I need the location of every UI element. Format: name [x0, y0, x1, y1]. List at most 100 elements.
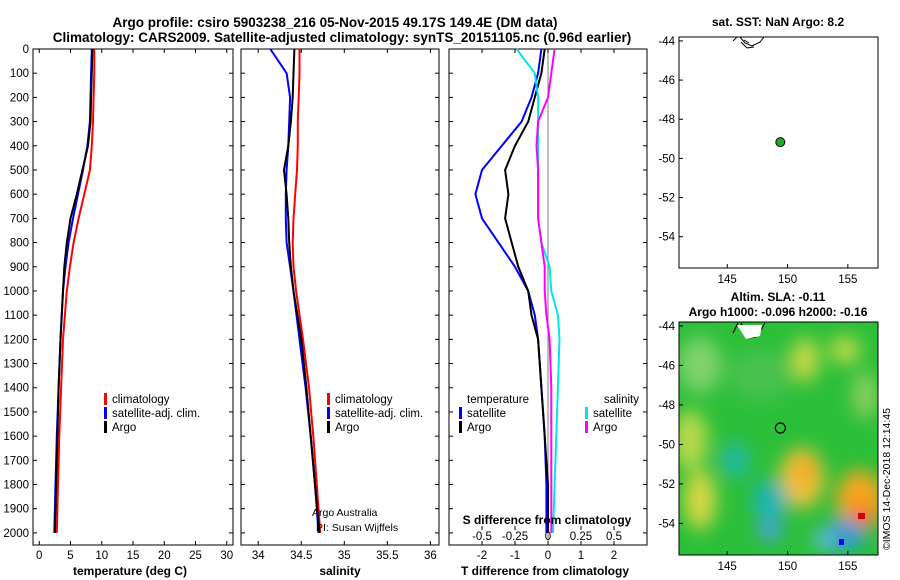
salinity-legend: climatology satellite-adj. clim. Argo	[327, 393, 423, 434]
temperature-panel: 0 5 10 15 20 25 300100200300400500600700800900…	[3, 44, 234, 578]
x-tick-label: 145	[718, 274, 737, 286]
s-tick-label: 0.5	[606, 531, 622, 543]
temperature-series	[53, 48, 96, 533]
y-tick-label: 500	[10, 165, 29, 177]
x-tick-label: 30	[220, 550, 233, 562]
y-tick-label: -54	[658, 518, 675, 530]
y-tick-label: -48	[658, 400, 675, 412]
y-tick-label: -52	[658, 479, 675, 491]
x-tick-label: 15	[127, 550, 140, 562]
legend-argo: Argo	[112, 422, 136, 434]
x-tick-label: 35	[338, 550, 351, 562]
series-line-climatology	[291, 49, 322, 533]
salinity-plot-frame	[240, 48, 440, 546]
difference-legend: temperature satellite Argo salinity sate…	[459, 394, 639, 434]
credit-argo-australia: Argo Australia	[312, 507, 378, 519]
x-tick-label: 34	[252, 550, 265, 562]
y-tick-label: -50	[658, 153, 675, 165]
y-tick-label: -48	[658, 114, 675, 126]
x-tick-label: 20	[158, 550, 171, 562]
y-tick-label: -46	[658, 360, 675, 372]
temperature-xlabel: temperature (deg C)	[73, 564, 187, 578]
s-difference-ticks: -0.5 -0.25 0 0.25 0.5	[472, 526, 622, 543]
sst-map-frame	[678, 36, 879, 269]
salinity-ticks: 34 34.5 35 35.5 36	[241, 48, 439, 562]
y-tick-label: 100	[10, 68, 29, 80]
sst-map-ticks: 145 150 155 -44 -46 -48 -50 -52 -54	[658, 36, 857, 286]
sla-map-frame	[678, 321, 879, 556]
y-tick-label: 1100	[4, 310, 29, 322]
legend-temp-argo: Argo	[467, 422, 491, 434]
legend-satellite-adj: satellite-adj. clim.	[112, 408, 200, 420]
x-tick-label: 1	[578, 550, 584, 562]
y-tick-label: -54	[658, 232, 675, 244]
y-tick-label: 400	[10, 141, 29, 153]
salinity-series	[269, 48, 322, 533]
sst-map-panel: sat. SST: NaN Argo: 8.2 145 150 155 -44 -46 -…	[658, 15, 879, 286]
series-line-argo	[283, 48, 321, 533]
y-tick-label: -50	[658, 439, 675, 451]
imos-stamp: ©IMOS 14-Dec-2018 12:14:45	[881, 408, 893, 550]
s-difference-label: S difference from climatology	[463, 513, 632, 527]
x-tick-label: 34.5	[290, 550, 312, 562]
y-tick-label: 1800	[3, 480, 29, 492]
series-line-salinity-argo	[535, 48, 556, 533]
x-tick-label: 10	[95, 550, 108, 562]
sla-map-ticks: 145 150 155 -44 -46 -48 -50 -52 -54	[658, 321, 857, 573]
legend-salinity-title: salinity	[604, 394, 639, 406]
legend-temperature-title: temperature	[467, 394, 529, 406]
y-tick-label: 700	[10, 213, 29, 225]
x-tick-label: 150	[778, 561, 797, 573]
title-line-2: Climatology: CARS2009. Satellite-adjuste…	[53, 30, 631, 45]
y-tick-label: 300	[10, 117, 29, 129]
legend-temp-satellite: satellite	[467, 408, 506, 420]
sst-map-coastline	[732, 36, 765, 49]
difference-series	[474, 48, 561, 533]
y-tick-label: 1500	[3, 407, 29, 419]
x-tick-label: 35.5	[376, 550, 398, 562]
x-tick-label: 25	[189, 550, 202, 562]
temperature-ticks: 0 5 10 15 20 25 300100200300400500600700800900…	[3, 44, 233, 562]
x-tick-label: -1	[510, 550, 520, 562]
y-tick-label: -44	[658, 36, 675, 48]
difference-panel: -2 -1 0 1 2 temperature satellite Argo salin…	[448, 48, 648, 578]
y-tick-label: 1900	[3, 504, 29, 516]
y-tick-label: 800	[10, 238, 29, 250]
s-tick-label: -0.5	[472, 531, 492, 543]
sla-heatmap	[679, 322, 878, 555]
y-tick-label: -46	[658, 75, 675, 87]
argo-location-marker	[774, 422, 786, 434]
y-tick-label: 600	[10, 189, 29, 201]
legend-climatology: climatology	[112, 394, 170, 406]
x-tick-label: 0	[36, 550, 42, 562]
difference-xlabel: T difference from climatology	[461, 564, 629, 578]
x-tick-label: 155	[838, 274, 857, 286]
s-tick-label: -0.25	[502, 531, 528, 543]
y-tick-label: 1400	[3, 383, 29, 395]
y-tick-label: 1000	[3, 286, 29, 298]
sla-map-title: Altim. SLA: -0.11	[731, 290, 826, 304]
x-tick-label: 5	[67, 550, 73, 562]
x-tick-label: 145	[718, 561, 737, 573]
x-tick-label: 150	[778, 274, 797, 286]
series-line-climatology	[55, 49, 96, 533]
sla-map-panel: Altim. SLA: -0.11 Argo h1000: -0.096 h20…	[658, 290, 893, 573]
x-tick-label: 2	[611, 550, 617, 562]
credit-pi: PI: Susan Wijffels	[316, 522, 398, 534]
legend-sal-satellite: satellite	[593, 408, 632, 420]
y-tick-label: -52	[658, 193, 675, 205]
x-tick-label: 155	[838, 561, 857, 573]
y-tick-label: 0	[23, 44, 29, 56]
y-tick-label: 900	[10, 262, 29, 274]
y-tick-label: 1600	[3, 431, 29, 443]
y-tick-label: 1200	[3, 334, 29, 346]
sla-map-subtitle: Argo h1000: -0.096 h2000: -0.16	[689, 305, 868, 319]
argo-location-marker	[775, 137, 786, 148]
x-tick-label: 36	[424, 550, 437, 562]
salinity-panel: 34 34.5 35 35.5 36 climatology satellite-adj…	[240, 48, 440, 578]
series-line-temperature-argo	[504, 48, 549, 533]
x-tick-label: 0	[545, 550, 551, 562]
legend-satellite-adj: satellite-adj. clim.	[335, 408, 423, 420]
temperature-legend: climatology satellite-adj. clim. Argo	[104, 393, 200, 434]
s-tick-label: 0.25	[570, 531, 592, 543]
